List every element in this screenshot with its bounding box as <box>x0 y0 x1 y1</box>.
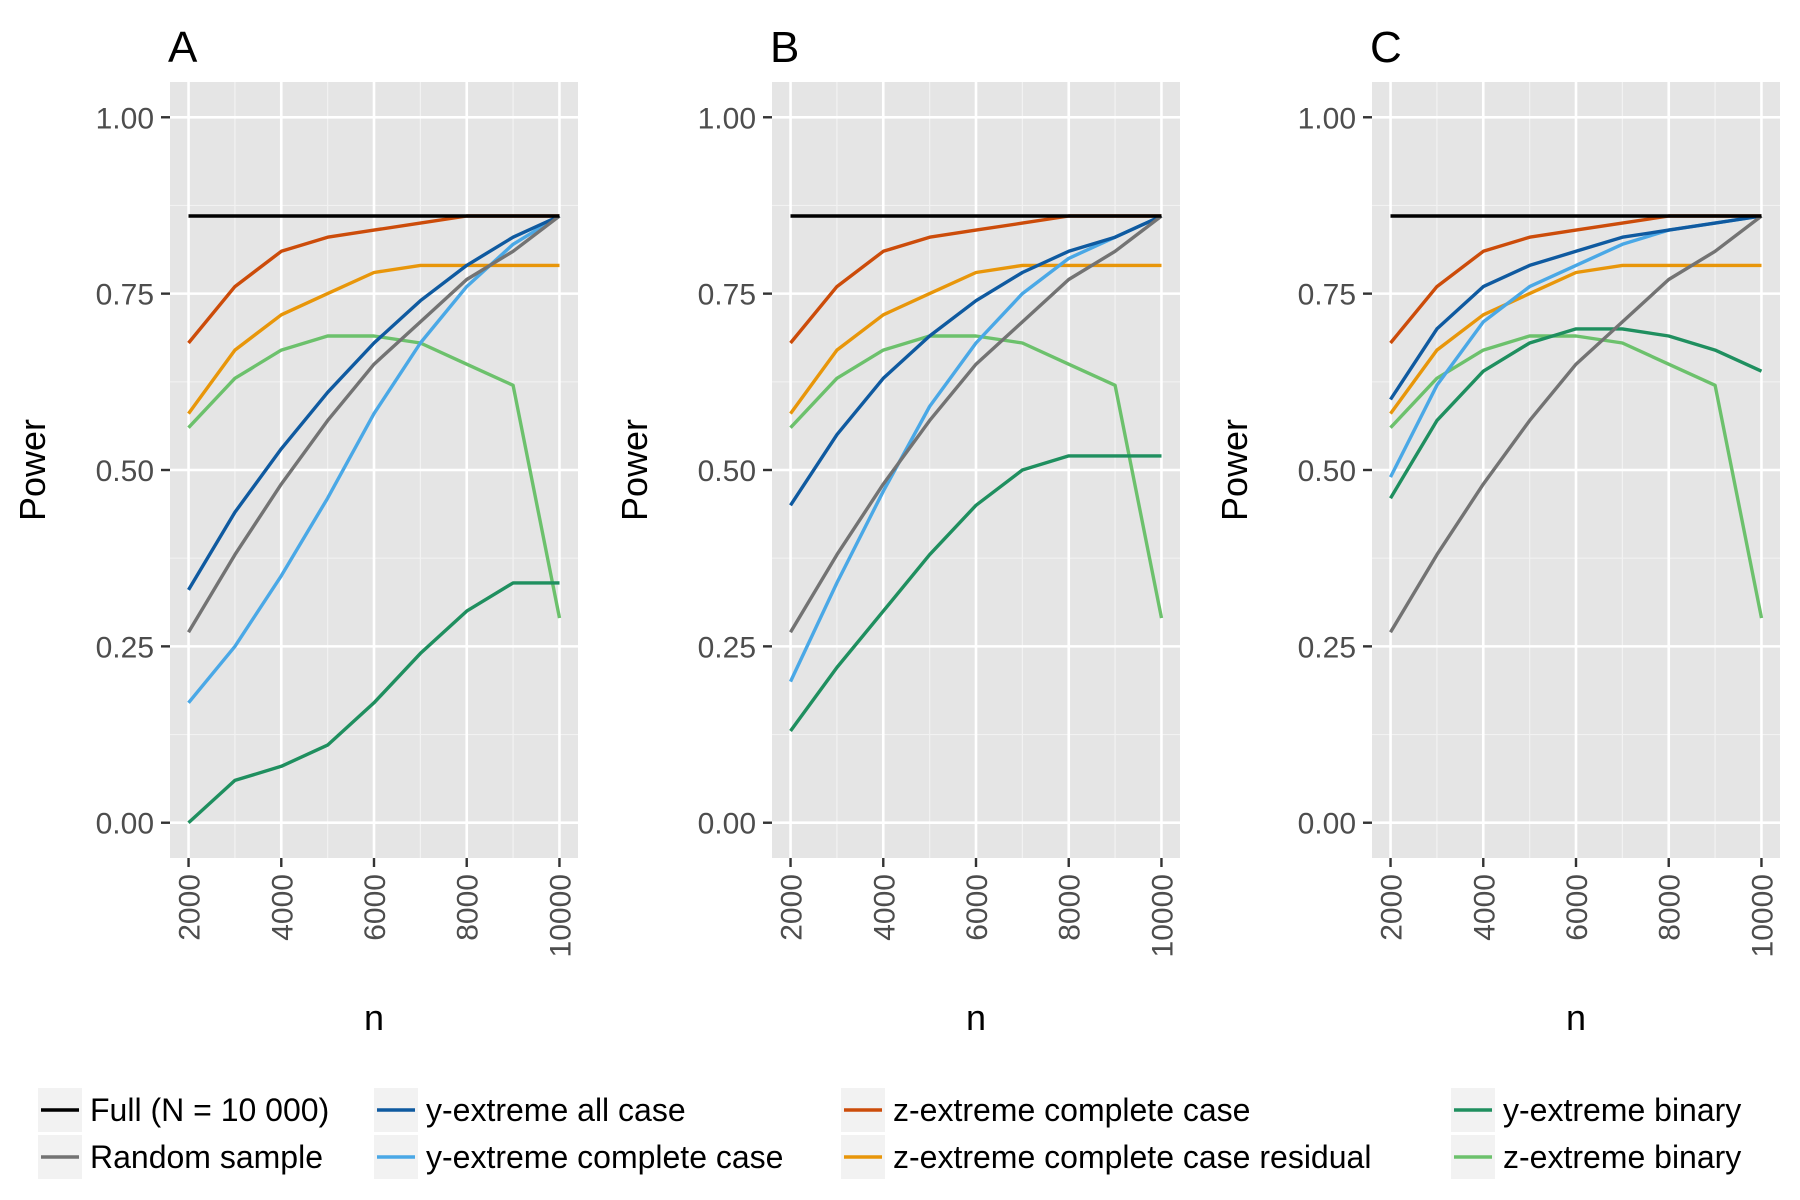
series-line-random <box>1389 214 1763 634</box>
legend-label: y-extreme binary <box>1503 1092 1741 1128</box>
y-tick-label: 0.25 <box>96 631 154 664</box>
legend-label: z-extreme complete case residual <box>893 1139 1371 1175</box>
x-tick-label: 4000 <box>868 874 901 941</box>
legend-item-ycc: y-extreme complete case <box>374 1135 783 1179</box>
legend-item-zbin: z-extreme binary <box>1451 1135 1741 1179</box>
y-tick-label: 0.00 <box>96 808 154 841</box>
y-tick-label: 0.50 <box>1298 455 1356 488</box>
series-line-zccres <box>789 263 1162 415</box>
y-tick-label: 1.00 <box>96 102 154 135</box>
legend-item-ybin: y-extreme binary <box>1451 1088 1741 1132</box>
y-tick-label: 1.00 <box>698 102 756 135</box>
panel-b: 0.00 0.25 0.50 0.75 1.00 2000 4000 6000 8000 1000… <box>614 23 1180 1038</box>
y-tick-label: 0.75 <box>1298 279 1356 312</box>
series-line-ybin <box>1389 327 1763 500</box>
series-line-random <box>187 214 561 634</box>
series-line-ycc <box>187 214 561 704</box>
x-tick-label: 2000 <box>174 874 207 941</box>
x-tick-label: 4000 <box>1468 874 1501 941</box>
legend-label: z-extreme binary <box>1503 1139 1741 1175</box>
y-axis-title: Power <box>1214 419 1255 521</box>
x-axis-title: n <box>1566 997 1586 1038</box>
y-tick-label: 0.75 <box>96 279 154 312</box>
legend-item-zccres: z-extreme complete case residual <box>841 1135 1371 1179</box>
series-line-yall <box>1389 214 1762 401</box>
series-line-yall <box>789 214 1163 507</box>
series-line-ycc <box>788 214 1163 683</box>
legend-label: y-extreme complete case <box>426 1139 783 1175</box>
legend-item-full: Full (N = 10 000) <box>38 1088 329 1132</box>
y-tick-label: 0.75 <box>698 279 756 312</box>
x-tick-label: 6000 <box>359 874 392 941</box>
y-tick-label: 0.25 <box>1298 631 1356 664</box>
legend-label: z-extreme complete case <box>893 1092 1250 1128</box>
y-axis-title: Power <box>614 419 655 521</box>
legend-item-yall: y-extreme all case <box>374 1088 686 1132</box>
x-tick-label: 8000 <box>1654 874 1687 941</box>
x-tick-label: 6000 <box>961 874 994 941</box>
x-tick-label: 2000 <box>1376 874 1409 941</box>
series-line-ybin <box>789 454 1162 733</box>
panel-c: 0.00 0.25 0.50 0.75 1.00 2000 4000 6000 8000 1000… <box>1214 23 1780 1038</box>
x-axis-title: n <box>364 997 384 1038</box>
panel-letter: A <box>168 23 198 72</box>
y-tick-label: 0.50 <box>96 455 154 488</box>
legend: Full (N = 10 000) Random sample y-extreme … <box>38 1088 1741 1179</box>
x-tick-label: 4000 <box>266 874 299 941</box>
x-tick-label: 6000 <box>1561 874 1594 941</box>
y-tick-label: 0.00 <box>698 808 756 841</box>
y-axis-title: Power <box>12 419 53 521</box>
x-tick-label: 2000 <box>776 874 809 941</box>
x-tick-label: 10000 <box>1146 874 1179 957</box>
legend-label: Full (N = 10 000) <box>90 1092 329 1128</box>
x-axis-title: n <box>966 997 986 1038</box>
panel-a: 0.00 0.25 0.50 0.75 1.00 2000 4000 6000 8000 1000… <box>12 23 578 1038</box>
panel-letter: C <box>1370 23 1402 72</box>
panels: 0.00 0.25 0.50 0.75 1.00 2000 4000 6000 8000 1000… <box>12 23 1780 1038</box>
y-tick-label: 1.00 <box>1298 102 1356 135</box>
legend-item-zcc: z-extreme complete case <box>841 1088 1250 1132</box>
x-tick-label: 8000 <box>1054 874 1087 941</box>
panel-letter: B <box>770 23 799 72</box>
series-line-yall <box>187 214 561 591</box>
series-line-zbin <box>789 334 1164 619</box>
x-tick-label: 10000 <box>1746 874 1779 957</box>
series-line-zccres <box>187 263 560 415</box>
series-line-random <box>789 214 1163 634</box>
x-tick-label: 10000 <box>544 874 577 957</box>
series-line-zbin <box>187 334 562 619</box>
y-tick-label: 0.25 <box>698 631 756 664</box>
series-line-ybin <box>187 581 560 824</box>
x-tick-label: 8000 <box>452 874 485 941</box>
series-line-zbin <box>1389 334 1764 619</box>
legend-item-random: Random sample <box>38 1135 323 1179</box>
legend-label: y-extreme all case <box>426 1092 686 1128</box>
series-line-zccres <box>1389 263 1762 415</box>
legend-label: Random sample <box>90 1139 323 1175</box>
y-tick-label: 0.50 <box>698 455 756 488</box>
y-tick-label: 0.00 <box>1298 808 1356 841</box>
